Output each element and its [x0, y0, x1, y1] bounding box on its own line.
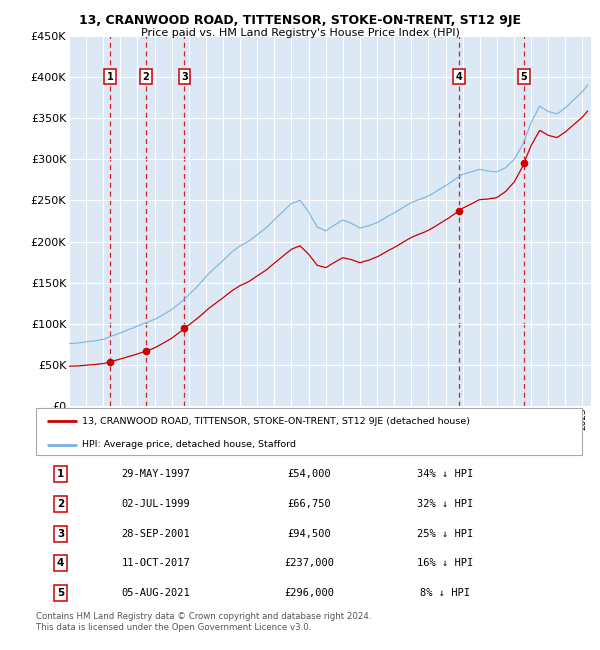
Text: 16% ↓ HPI: 16% ↓ HPI [418, 558, 473, 568]
Text: Contains HM Land Registry data © Crown copyright and database right 2024.
This d: Contains HM Land Registry data © Crown c… [36, 612, 371, 632]
Text: 2: 2 [57, 499, 64, 509]
Text: 05-AUG-2021: 05-AUG-2021 [122, 588, 190, 598]
Text: 29-MAY-1997: 29-MAY-1997 [122, 469, 190, 479]
Text: 34% ↓ HPI: 34% ↓ HPI [418, 469, 473, 479]
Text: 3: 3 [181, 72, 188, 82]
Text: 13, CRANWOOD ROAD, TITTENSOR, STOKE-ON-TRENT, ST12 9JE: 13, CRANWOOD ROAD, TITTENSOR, STOKE-ON-T… [79, 14, 521, 27]
Text: 1: 1 [107, 72, 113, 82]
Text: £296,000: £296,000 [284, 588, 334, 598]
Text: 02-JUL-1999: 02-JUL-1999 [122, 499, 190, 509]
Text: 1: 1 [57, 469, 64, 479]
Text: 25% ↓ HPI: 25% ↓ HPI [418, 528, 473, 539]
Text: 5: 5 [521, 72, 527, 82]
Text: £54,000: £54,000 [287, 469, 331, 479]
Text: HPI: Average price, detached house, Stafford: HPI: Average price, detached house, Staf… [82, 440, 296, 449]
Text: £94,500: £94,500 [287, 528, 331, 539]
Text: £66,750: £66,750 [287, 499, 331, 509]
Text: 28-SEP-2001: 28-SEP-2001 [122, 528, 190, 539]
Text: 4: 4 [57, 558, 64, 568]
Text: 13, CRANWOOD ROAD, TITTENSOR, STOKE-ON-TRENT, ST12 9JE (detached house): 13, CRANWOOD ROAD, TITTENSOR, STOKE-ON-T… [82, 417, 470, 426]
FancyBboxPatch shape [36, 408, 582, 455]
Text: 2: 2 [143, 72, 149, 82]
Text: 4: 4 [455, 72, 462, 82]
Text: £237,000: £237,000 [284, 558, 334, 568]
Text: 11-OCT-2017: 11-OCT-2017 [122, 558, 190, 568]
Text: 32% ↓ HPI: 32% ↓ HPI [418, 499, 473, 509]
Text: 3: 3 [57, 528, 64, 539]
Text: Price paid vs. HM Land Registry's House Price Index (HPI): Price paid vs. HM Land Registry's House … [140, 28, 460, 38]
Text: 5: 5 [57, 588, 64, 598]
Text: 8% ↓ HPI: 8% ↓ HPI [421, 588, 470, 598]
